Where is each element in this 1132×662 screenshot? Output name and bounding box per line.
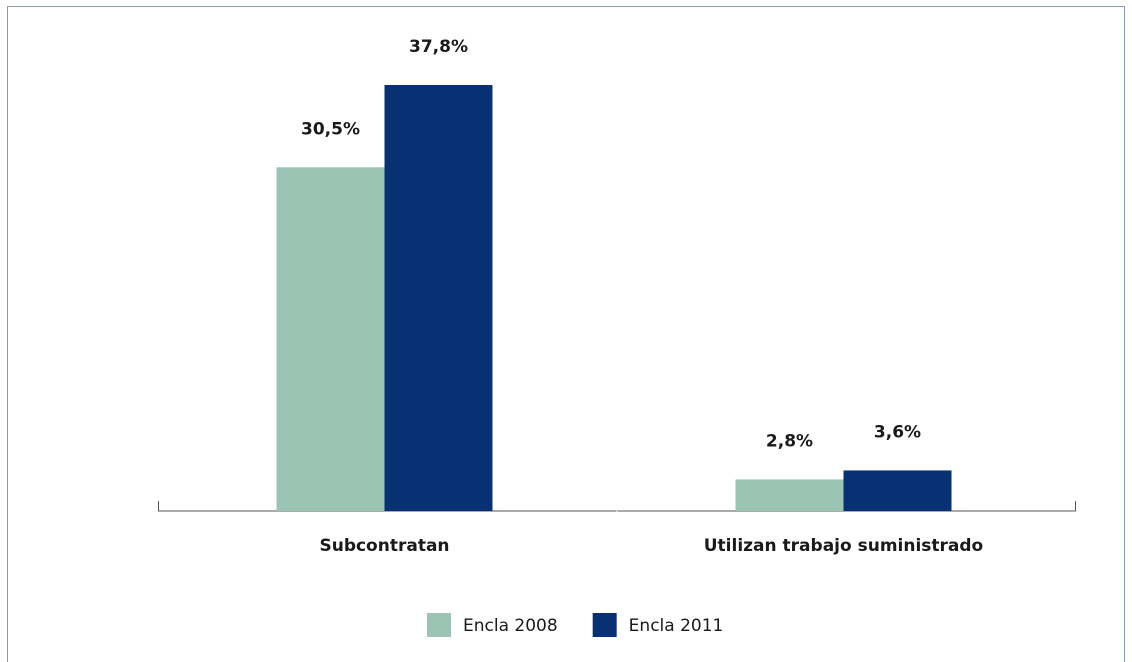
value-label: 3,6%	[874, 422, 921, 442]
bar	[384, 85, 493, 511]
value-label: 37,8%	[409, 37, 468, 57]
bar	[843, 470, 952, 511]
legend-label: Encla 2008	[463, 616, 558, 636]
legend-swatch	[592, 613, 617, 637]
legend-swatch	[427, 613, 451, 637]
value-label: 30,5%	[301, 119, 360, 139]
value-label: 2,8%	[766, 431, 813, 451]
x-tick-label: Utilizan trabajo suministrado	[704, 536, 984, 556]
bar	[735, 479, 844, 511]
x-tick-label: Subcontratan	[319, 536, 449, 556]
legend-label: Encla 2011	[629, 616, 724, 636]
frame	[7, 6, 1125, 662]
bar	[276, 167, 385, 511]
